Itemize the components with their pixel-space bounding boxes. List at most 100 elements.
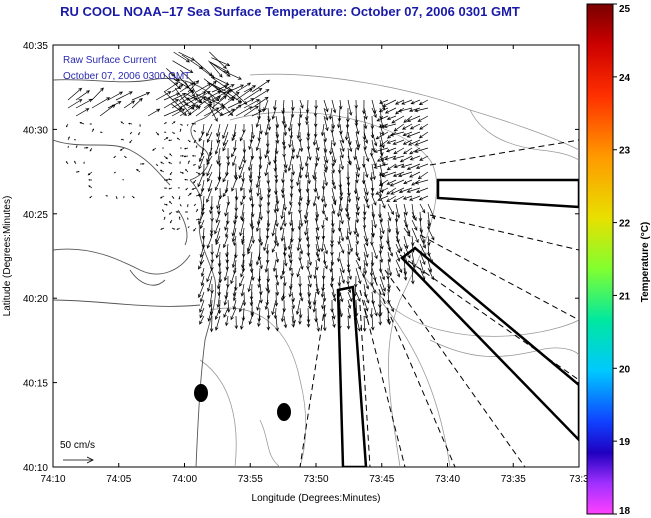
current-vector [163,203,168,206]
current-vector [355,211,360,224]
current-vector [115,91,133,101]
current-vector [231,147,237,158]
current-vector [193,129,197,133]
current-vector [248,179,253,194]
current-vector [163,91,183,110]
current-vector [331,155,336,167]
current-vector [198,147,205,163]
current-vector [283,155,288,169]
current-vector [363,251,369,267]
current-vector [387,243,394,257]
current-vector [183,155,189,158]
current-vector [199,251,205,265]
current-vector [315,251,321,262]
current-vector [159,169,165,173]
current-vector [214,179,221,191]
current-vector [239,219,245,237]
current-vector [211,83,235,101]
current-vector [174,87,188,107]
current-vector [223,70,242,80]
current-vector [264,147,269,159]
current-vector [376,115,389,122]
current-vector [337,235,341,246]
current-vector [163,178,169,181]
current-vector [275,211,279,228]
current-vector [131,195,135,199]
current-vector [414,179,429,185]
current-vector [307,251,312,266]
current-vector [297,179,302,193]
current-vector [363,299,369,312]
current-vector [299,291,304,302]
current-vector [280,267,285,280]
current-vector [166,68,176,77]
current-vector [323,195,328,208]
current-vector [247,243,253,255]
station-marker [194,384,208,402]
current-vector [75,170,80,173]
current-vector [187,203,189,208]
current-vector [163,92,180,101]
current-vector [83,146,89,149]
current-vector [280,227,285,242]
current-vector [411,219,418,231]
current-vector [337,251,341,263]
current-vector [216,195,221,210]
current-vector [199,219,205,230]
current-vector [371,107,377,119]
current-vector [231,219,237,237]
current-vector [379,99,386,111]
current-vector [387,259,393,277]
current-vector [307,275,312,288]
current-vector [379,155,386,167]
current-vector [214,307,221,320]
current-vector [411,211,417,222]
current-vector [247,155,253,172]
current-vector [179,97,198,109]
current-vector [264,123,269,136]
current-vector [187,91,207,101]
current-vector [355,139,360,151]
current-vector [234,243,238,259]
current-vector [239,275,245,288]
current-vector [363,163,369,178]
current-vector [255,219,261,232]
current-vector [299,211,304,227]
current-vector [196,93,213,104]
current-vector [384,107,397,114]
current-vector [183,147,189,150]
current-vector [315,227,320,241]
current-vector [403,227,411,237]
current-vector [168,139,173,142]
current-vector [87,171,93,176]
current-vector [297,219,302,231]
current-vector [379,195,386,209]
current-vector [266,283,271,294]
current-vector [206,123,213,137]
current-vector [379,139,389,147]
current-vector [191,86,202,104]
x-tick-label: 73:45 [369,474,394,485]
current-vector [392,155,405,161]
current-vector [331,291,337,302]
current-vector [386,115,397,121]
current-vector [339,259,345,274]
current-vector [203,80,217,93]
current-vector [175,210,181,213]
current-vector [402,131,413,137]
current-vector [386,307,391,323]
current-vector [315,283,320,296]
current-vector [199,299,205,313]
y-tick-label: 40:20 [23,294,48,305]
current-vector [395,243,401,254]
current-vector [379,99,389,104]
current-vector [198,131,205,142]
current-vector [67,99,83,109]
current-vector [347,99,353,116]
current-vector [363,243,369,259]
scale-label: 50 cm/s [60,440,95,451]
current-vector [328,107,333,120]
current-vector [363,107,368,120]
current-vector [355,251,361,262]
